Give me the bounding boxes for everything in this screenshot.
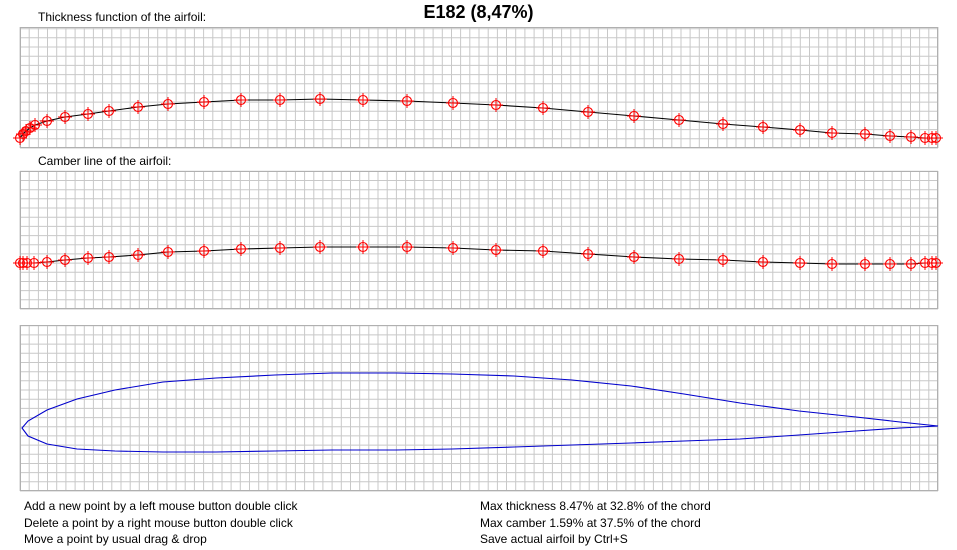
control-point-icon[interactable]	[929, 256, 943, 270]
grid	[19, 325, 939, 492]
instructions-list: Add a new point by a left mouse button d…	[24, 498, 298, 548]
control-point-icon[interactable]	[131, 100, 145, 114]
camber-panel-label: Camber line of the airfoil:	[38, 154, 172, 168]
control-point-icon[interactable]	[858, 127, 872, 141]
control-point-icon[interactable]	[40, 255, 54, 269]
control-point-icon[interactable]	[536, 244, 550, 258]
control-point-icon[interactable]	[197, 244, 211, 258]
control-point-icon[interactable]	[197, 95, 211, 109]
control-point-icon[interactable]	[825, 126, 839, 140]
control-point-icon[interactable]	[446, 96, 460, 110]
control-point-icon[interactable]	[581, 105, 595, 119]
control-point-icon[interactable]	[716, 253, 730, 267]
control-point-icon[interactable]	[581, 247, 595, 261]
control-point-icon[interactable]	[627, 109, 641, 123]
instruction-add-point: Add a new point by a left mouse button d…	[24, 499, 298, 513]
control-point-icon[interactable]	[904, 257, 918, 271]
control-point-icon[interactable]	[102, 104, 116, 118]
airfoil-shape-view	[19, 325, 939, 492]
control-point-icon[interactable]	[234, 242, 248, 256]
camber-line-editor[interactable]	[13, 170, 943, 310]
control-point-icon[interactable]	[716, 117, 730, 131]
instruction-delete-point: Delete a point by a right mouse button d…	[24, 515, 293, 530]
control-point-icon[interactable]	[672, 252, 686, 266]
control-point-icon[interactable]	[858, 257, 872, 271]
control-point-icon[interactable]	[313, 92, 327, 106]
airfoil-title: E182 (8,47%)	[423, 2, 534, 22]
control-point-icon[interactable]	[131, 248, 145, 262]
grid	[19, 170, 939, 310]
control-point-icon[interactable]	[273, 241, 287, 255]
control-point-icon[interactable]	[161, 97, 175, 111]
control-point-icon[interactable]	[81, 107, 95, 121]
control-point-icon[interactable]	[793, 123, 807, 137]
control-point-icon[interactable]	[756, 255, 770, 269]
save-hint: Save actual airfoil by Ctrl+S	[480, 532, 628, 546]
control-point-icon[interactable]	[273, 93, 287, 107]
control-point-icon[interactable]	[400, 240, 414, 254]
control-point-icon[interactable]	[81, 251, 95, 265]
max-camber-readout: Max camber 1.59% at 37.5% of the chord	[480, 515, 701, 530]
control-point-icon[interactable]	[234, 93, 248, 107]
control-point-icon[interactable]	[883, 257, 897, 271]
control-point-icon[interactable]	[40, 114, 54, 128]
control-point-icon[interactable]	[27, 256, 41, 270]
control-point-icon[interactable]	[356, 93, 370, 107]
max-thickness-readout: Max thickness 8.47% at 32.8% of the chor…	[480, 499, 711, 513]
control-point-icon[interactable]	[883, 129, 897, 143]
control-point-icon[interactable]	[536, 101, 550, 115]
control-point-icon[interactable]	[825, 257, 839, 271]
control-point-icon[interactable]	[313, 240, 327, 254]
control-point-icon[interactable]	[400, 94, 414, 108]
control-point-icon[interactable]	[356, 240, 370, 254]
control-point-icon[interactable]	[58, 110, 72, 124]
thickness-function-editor[interactable]	[13, 27, 943, 149]
control-point-icon[interactable]	[489, 243, 503, 257]
control-point-icon[interactable]	[489, 98, 503, 112]
airfoil-stats: Max thickness 8.47% at 32.8% of the chor…	[480, 498, 711, 548]
control-point-icon[interactable]	[102, 250, 116, 264]
control-point-icon[interactable]	[756, 120, 770, 134]
control-point-icon[interactable]	[627, 250, 641, 264]
control-point-icon[interactable]	[58, 253, 72, 267]
control-point-icon[interactable]	[161, 245, 175, 259]
control-point-icon[interactable]	[672, 113, 686, 127]
control-point-icon[interactable]	[28, 118, 42, 132]
airfoil-outline	[21, 372, 939, 453]
instruction-move-point: Move a point by usual drag & drop	[24, 532, 207, 546]
control-point-icon[interactable]	[793, 256, 807, 270]
control-point-icon[interactable]	[929, 131, 943, 145]
control-point-icon[interactable]	[446, 241, 460, 255]
thickness-panel-label: Thickness function of the airfoil:	[38, 10, 207, 24]
control-point-icon[interactable]	[904, 130, 918, 144]
